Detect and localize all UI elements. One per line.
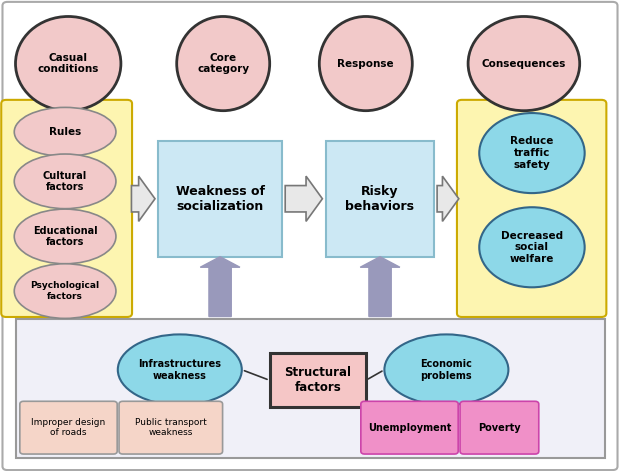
- Ellipse shape: [479, 207, 585, 287]
- Text: Unemployment: Unemployment: [368, 422, 451, 433]
- FancyBboxPatch shape: [16, 319, 604, 458]
- Text: Rules: Rules: [49, 127, 81, 137]
- Ellipse shape: [16, 16, 121, 111]
- Text: Consequences: Consequences: [482, 58, 566, 69]
- Text: Educational
factors: Educational factors: [33, 226, 97, 247]
- FancyBboxPatch shape: [119, 401, 223, 454]
- Polygon shape: [285, 176, 322, 221]
- Text: Casual
conditions: Casual conditions: [38, 53, 99, 74]
- FancyBboxPatch shape: [457, 100, 606, 317]
- Ellipse shape: [14, 264, 116, 318]
- Text: Risky
behaviors: Risky behaviors: [345, 185, 414, 213]
- Ellipse shape: [177, 16, 270, 111]
- FancyBboxPatch shape: [270, 353, 366, 407]
- FancyBboxPatch shape: [326, 141, 434, 257]
- Ellipse shape: [14, 107, 116, 156]
- Text: Public transport
weakness: Public transport weakness: [135, 418, 206, 438]
- Text: Reduce
traffic
safety: Reduce traffic safety: [510, 137, 554, 170]
- Polygon shape: [200, 257, 240, 317]
- Text: Psychological
factors: Psychological factors: [30, 281, 100, 301]
- Text: Cultural
factors: Cultural factors: [43, 171, 87, 192]
- Ellipse shape: [319, 16, 412, 111]
- Text: Economic
problems: Economic problems: [420, 359, 472, 381]
- Text: Improper design
of roads: Improper design of roads: [32, 418, 105, 438]
- FancyBboxPatch shape: [460, 401, 539, 454]
- FancyBboxPatch shape: [1, 100, 132, 317]
- FancyBboxPatch shape: [20, 401, 117, 454]
- Ellipse shape: [468, 16, 580, 111]
- Ellipse shape: [479, 113, 585, 193]
- FancyBboxPatch shape: [361, 401, 458, 454]
- Text: Poverty: Poverty: [478, 422, 521, 433]
- Text: Infrastructures
weakness: Infrastructures weakness: [138, 359, 221, 381]
- Ellipse shape: [118, 334, 242, 405]
- Text: Structural
factors: Structural factors: [284, 366, 352, 394]
- Polygon shape: [360, 257, 400, 317]
- Text: Response: Response: [337, 58, 394, 69]
- Ellipse shape: [384, 334, 508, 405]
- Polygon shape: [131, 176, 155, 221]
- Polygon shape: [437, 176, 459, 221]
- Ellipse shape: [14, 154, 116, 209]
- Text: Weakness of
socialization: Weakness of socialization: [175, 185, 265, 213]
- Ellipse shape: [14, 209, 116, 264]
- Text: Core
category: Core category: [197, 53, 249, 74]
- FancyBboxPatch shape: [158, 141, 282, 257]
- Text: Decreased
social
welfare: Decreased social welfare: [501, 231, 563, 264]
